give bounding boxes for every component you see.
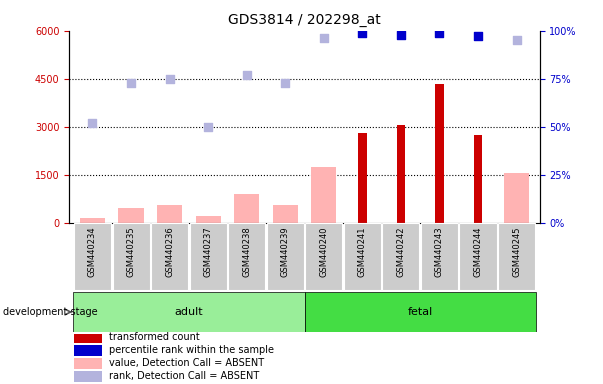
FancyBboxPatch shape (305, 223, 343, 290)
Bar (74, 371, 103, 382)
Text: GSM440242: GSM440242 (396, 226, 405, 276)
Bar (74, 332, 103, 343)
Point (87, 120, 97, 126)
FancyBboxPatch shape (74, 223, 111, 290)
Text: GSM440238: GSM440238 (242, 226, 251, 277)
Bar (311, 167, 336, 223)
Text: GSM440234: GSM440234 (88, 226, 97, 277)
Bar (195, 216, 221, 223)
Bar (435, 84, 444, 223)
Bar (74, 358, 103, 369)
Bar (157, 205, 182, 223)
Point (242, 72, 251, 78)
FancyBboxPatch shape (267, 223, 304, 290)
FancyBboxPatch shape (73, 292, 305, 332)
FancyBboxPatch shape (421, 223, 458, 290)
Text: GSM440241: GSM440241 (358, 226, 367, 276)
Text: GSM440236: GSM440236 (165, 226, 174, 277)
Text: GSM440237: GSM440237 (204, 226, 213, 277)
FancyBboxPatch shape (113, 223, 150, 290)
Point (280, 79, 290, 86)
Text: GSM440243: GSM440243 (435, 226, 444, 277)
Bar (474, 135, 482, 223)
Text: adult: adult (174, 307, 203, 317)
Text: GSM440245: GSM440245 (512, 226, 521, 276)
FancyBboxPatch shape (498, 223, 535, 290)
Point (165, 76, 174, 82)
Title: GDS3814 / 202298_at: GDS3814 / 202298_at (228, 13, 381, 27)
Bar (234, 194, 259, 223)
Text: GSM440240: GSM440240 (320, 226, 328, 276)
Bar (80, 218, 105, 223)
Text: value, Detection Call = ABSENT: value, Detection Call = ABSENT (109, 358, 265, 368)
Point (203, 124, 213, 130)
FancyBboxPatch shape (151, 223, 188, 290)
Text: GSM440244: GSM440244 (473, 226, 482, 276)
FancyBboxPatch shape (344, 223, 381, 290)
Bar (273, 205, 298, 223)
Text: transformed count: transformed count (109, 333, 200, 343)
FancyBboxPatch shape (189, 223, 227, 290)
Bar (119, 208, 144, 223)
FancyBboxPatch shape (228, 223, 265, 290)
Text: GSM440239: GSM440239 (281, 226, 289, 277)
FancyBboxPatch shape (382, 223, 420, 290)
Text: development stage: development stage (3, 307, 98, 317)
Text: fetal: fetal (408, 307, 433, 317)
FancyBboxPatch shape (459, 223, 496, 290)
Bar (504, 173, 529, 223)
Point (126, 79, 136, 86)
Point (512, 37, 522, 43)
Point (319, 35, 329, 41)
Bar (397, 125, 405, 223)
FancyBboxPatch shape (305, 292, 536, 332)
Text: GSM440235: GSM440235 (127, 226, 136, 277)
Bar (358, 133, 367, 223)
Bar (74, 345, 103, 356)
Point (435, 30, 444, 36)
Point (473, 33, 483, 40)
Point (396, 31, 406, 38)
Text: percentile rank within the sample: percentile rank within the sample (109, 345, 274, 356)
Point (358, 30, 367, 36)
Text: rank, Detection Call = ABSENT: rank, Detection Call = ABSENT (109, 371, 259, 381)
